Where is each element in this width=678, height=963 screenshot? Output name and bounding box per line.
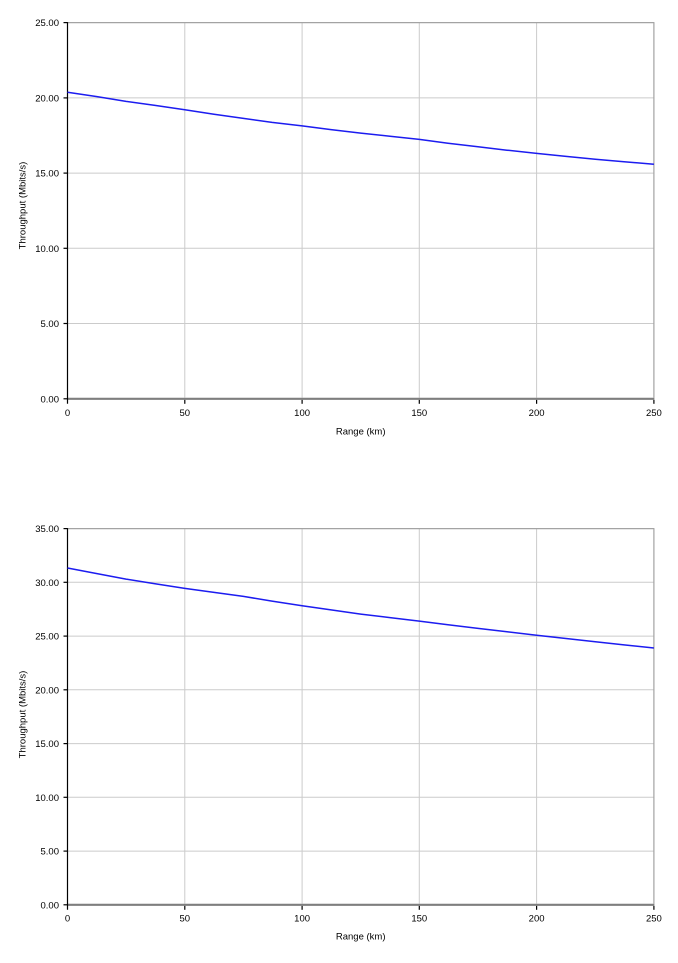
svg-text:250: 250 [646,408,662,419]
svg-text:5.00: 5.00 [41,847,60,858]
svg-text:30.00: 30.00 [35,578,59,589]
svg-text:200: 200 [529,914,545,925]
svg-text:100: 100 [294,408,310,419]
svg-text:25.00: 25.00 [35,632,59,643]
svg-text:10.00: 10.00 [35,244,59,255]
svg-text:Range (km): Range (km) [336,932,386,943]
svg-text:35.00: 35.00 [35,524,59,535]
svg-text:150: 150 [411,914,427,925]
svg-text:Range (km): Range (km) [336,426,386,437]
svg-text:5.00: 5.00 [41,319,60,330]
svg-text:50: 50 [180,408,191,419]
svg-text:150: 150 [411,408,427,419]
svg-text:0.00: 0.00 [41,394,60,405]
svg-text:25.00: 25.00 [35,18,59,29]
svg-text:50: 50 [180,914,191,925]
svg-text:200: 200 [529,408,545,419]
svg-text:0.00: 0.00 [41,900,60,911]
svg-text:20.00: 20.00 [35,685,59,696]
svg-text:20.00: 20.00 [35,93,59,104]
svg-text:100: 100 [294,914,310,925]
svg-text:10.00: 10.00 [35,793,59,804]
svg-text:15.00: 15.00 [35,739,59,750]
svg-text:15.00: 15.00 [35,169,59,180]
svg-text:0: 0 [65,408,70,419]
svg-text:Throughput (Mbits/s): Throughput (Mbits/s) [18,162,29,250]
svg-text:0: 0 [65,914,70,925]
svg-text:Throughput (Mbits/s): Throughput (Mbits/s) [18,671,29,759]
svg-text:250: 250 [646,914,662,925]
